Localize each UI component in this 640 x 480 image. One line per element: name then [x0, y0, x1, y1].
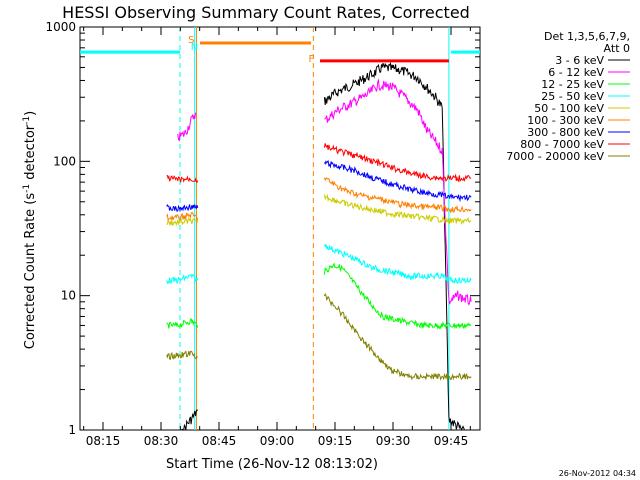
series-800-7000-kev [166, 143, 472, 184]
y-axis-label-sup-2: -1 [22, 116, 32, 125]
series-line [166, 211, 199, 222]
plot-area: SN F [79, 26, 481, 431]
x-tick-label: 08:45 [202, 434, 237, 448]
series-line [323, 143, 472, 183]
series-line [166, 409, 199, 431]
series-line [323, 293, 472, 381]
y-axis: 1 10 100 1000 [45, 20, 480, 437]
flag-n: N [191, 42, 198, 53]
legend-label-300-800-kev: 300 - 800 keV [527, 126, 604, 139]
series-3-6-kev [166, 61, 472, 431]
x-axis-label: Start Time (26-Nov-12 08:13:02) [166, 457, 378, 472]
y-tick-label: 10 [61, 289, 76, 303]
legend-label-100-300-kev: 100 - 300 keV [527, 114, 604, 127]
legend-label-50-100-kev: 50 - 100 keV [534, 102, 604, 115]
series-line [323, 160, 472, 203]
flag-s: S [188, 35, 194, 46]
series-50-100-kev [166, 193, 472, 227]
legend-header-detectors: Det 1,3,5,6,7,9, [544, 30, 630, 43]
y-tick-label: 1000 [45, 20, 76, 34]
series-6-12-kev [177, 78, 472, 306]
series-line [166, 174, 199, 184]
legend-label-6-12-kev: 6 - 12 keV [548, 66, 604, 79]
legend-header-attenuator: Att 0 [604, 42, 630, 55]
x-tick-label: 08:15 [86, 434, 121, 448]
x-tick-label: 08:30 [144, 434, 179, 448]
y-axis-label-main: Corrected Count Rate (s [23, 193, 38, 350]
y-tick-label: 100 [53, 154, 76, 168]
series-line [323, 177, 472, 214]
series-100-300-kev [166, 177, 472, 222]
series-12-25-kev [166, 262, 472, 330]
series-line [166, 350, 198, 361]
series-line [177, 112, 197, 142]
series-line [323, 243, 472, 284]
series-25-50-kev [166, 243, 472, 285]
series-line [323, 193, 472, 225]
y-tick-label: 1 [68, 423, 76, 437]
x-tick-label: 09:15 [318, 434, 353, 448]
y-axis-label-sup-1: -1 [22, 184, 32, 193]
x-tick-label: 09:00 [260, 434, 295, 448]
series-300-800-kev [166, 160, 472, 213]
timestamp: 26-Nov-2012 04:34 [559, 469, 636, 478]
legend-label-25-50-kev: 25 - 50 keV [541, 90, 604, 103]
plot-frame [79, 26, 481, 431]
legend-label-12-25-kev: 12 - 25 keV [541, 78, 604, 91]
series-line [166, 203, 199, 213]
y-axis-label-mid: detector [23, 124, 38, 184]
x-axis: 08:15 08:30 08:45 09:00 09:15 09:30 09:45 [83, 27, 471, 448]
series-line [324, 78, 472, 306]
legend-label-3-6-kev: 3 - 6 keV [555, 54, 604, 67]
chart-title: HESSI Observing Summary Count Rates, Cor… [62, 3, 470, 22]
series-line [323, 262, 472, 330]
series-7000-20000-kev [166, 293, 472, 381]
series-line [166, 318, 199, 330]
legend-label-800-7000-kev: 800 - 7000 keV [520, 138, 604, 151]
x-tick-label: 09:30 [376, 434, 411, 448]
y-axis-label-end: ) [23, 111, 38, 116]
y-axis-label: Corrected Count Rate (s-1 detector-1) [22, 111, 38, 349]
legend-label-7000-20000-kev: 7000 - 20000 keV [506, 150, 604, 163]
series-line [323, 61, 472, 431]
flag-f: F [308, 54, 314, 65]
series-line [166, 217, 199, 227]
x-tick-label: 09:45 [434, 434, 469, 448]
series-line [166, 273, 199, 285]
